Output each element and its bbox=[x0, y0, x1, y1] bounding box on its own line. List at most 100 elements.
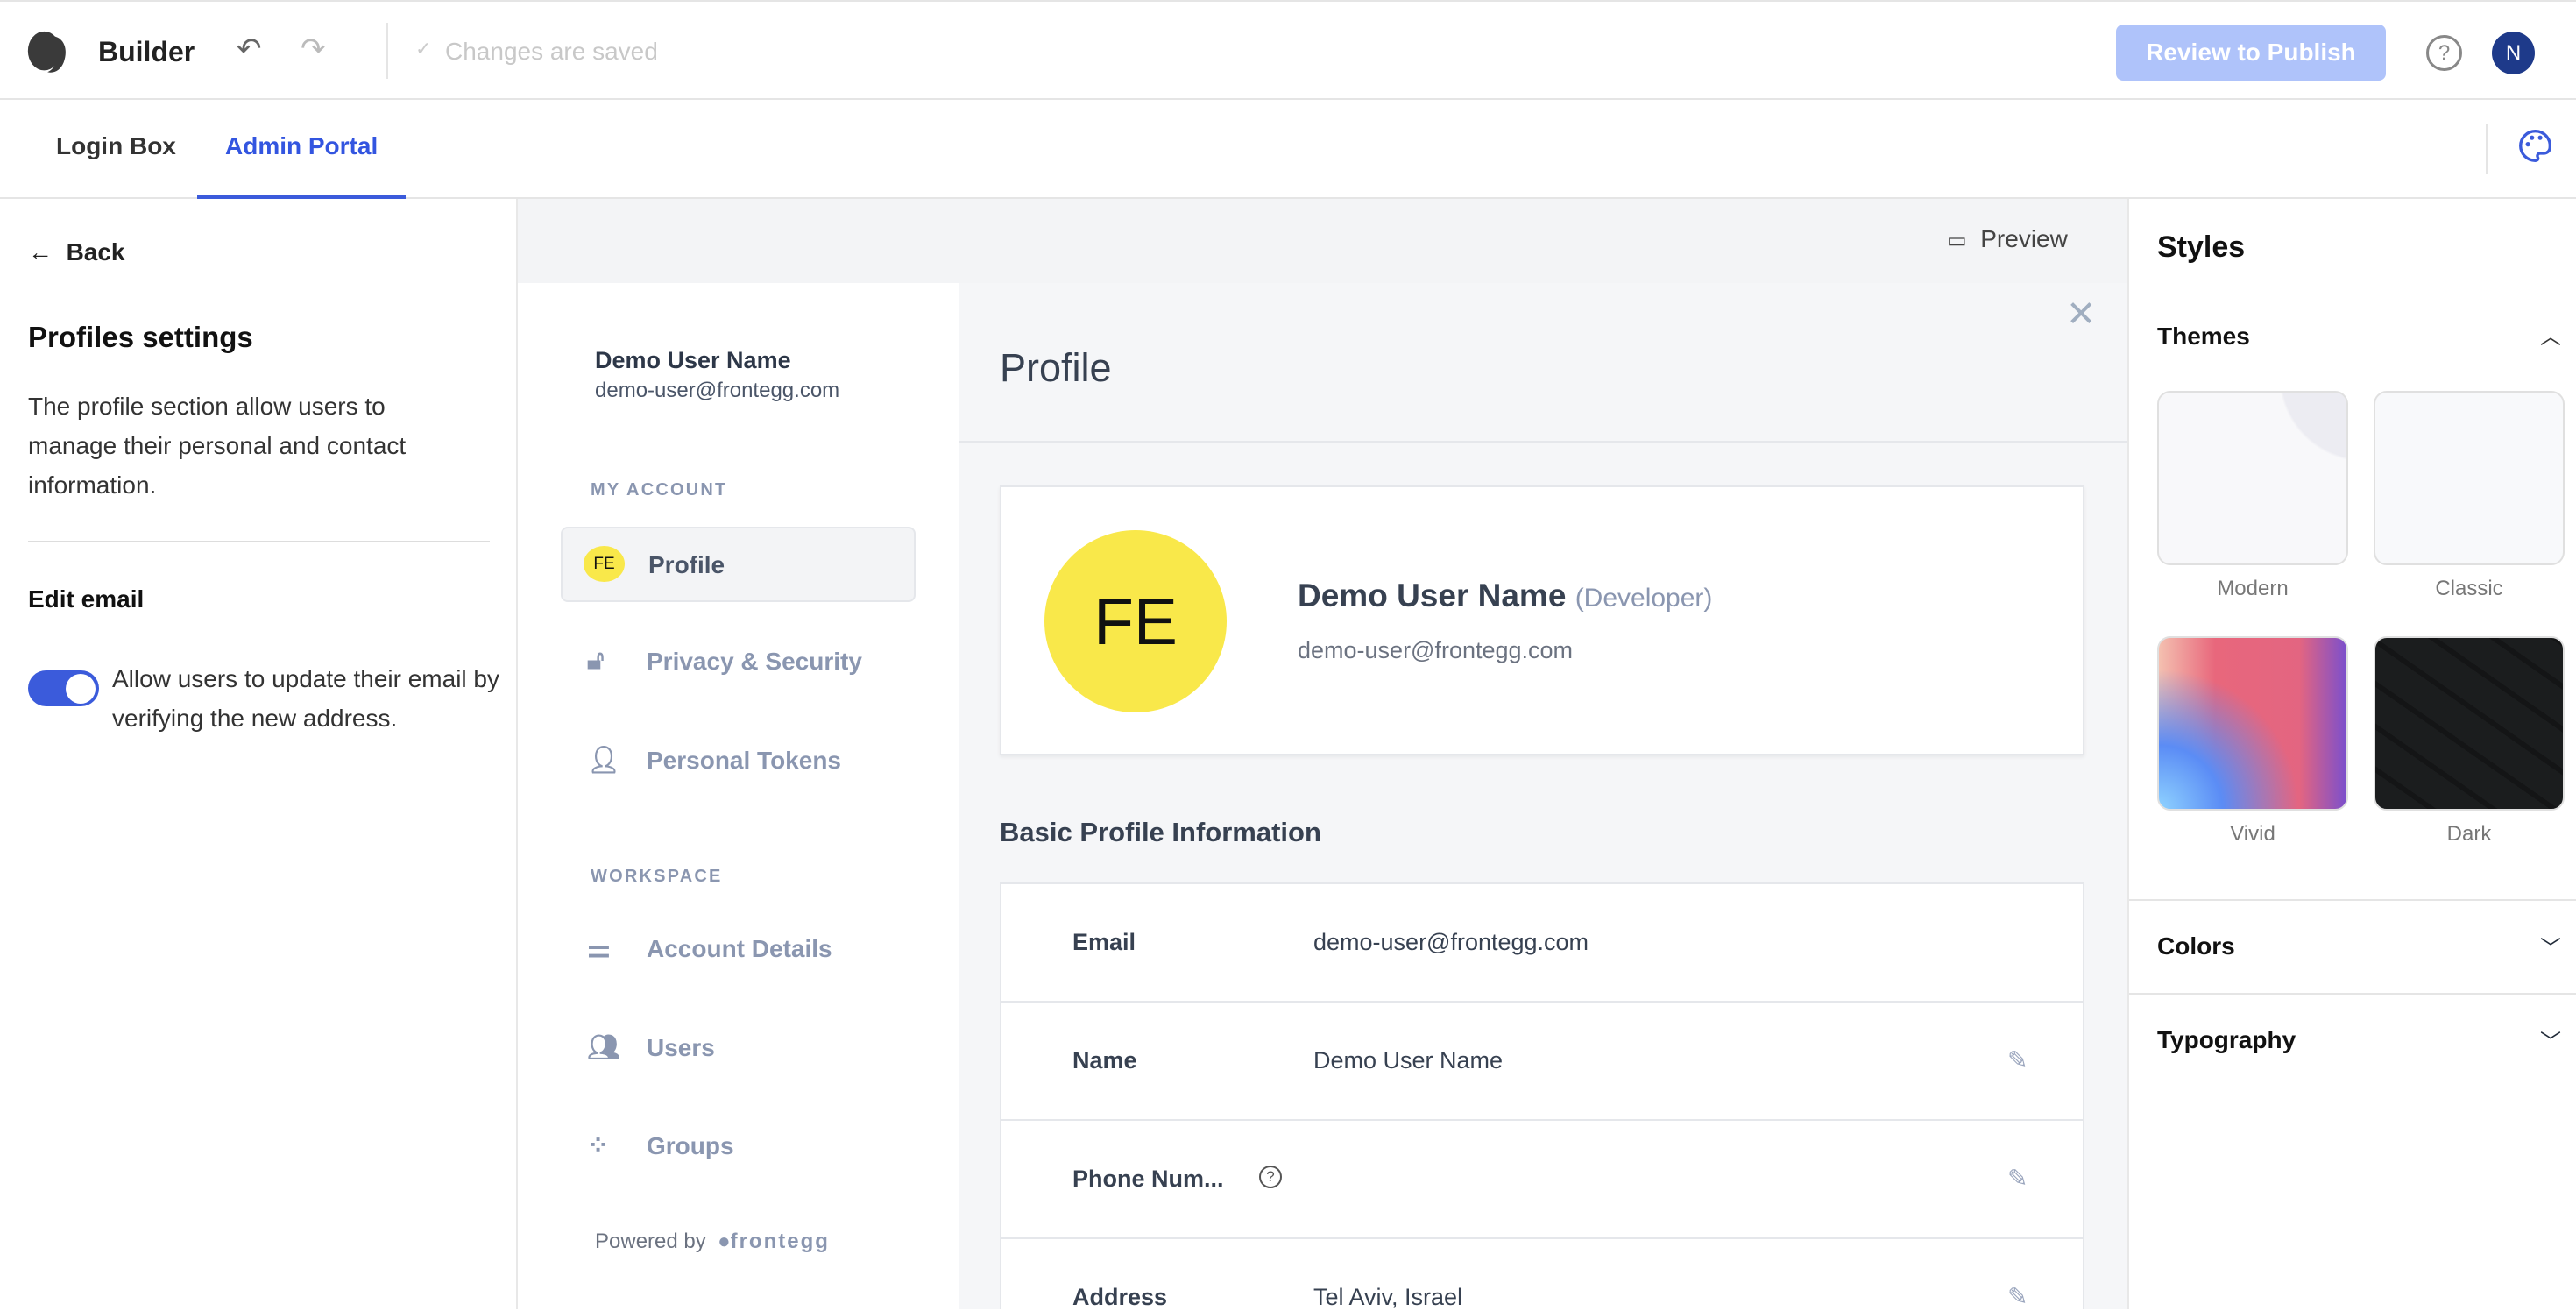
preview-area: ▭ Preview Demo User Name demo-user@front… bbox=[518, 199, 2127, 1311]
section-workspace: WORKSPACE bbox=[591, 867, 723, 886]
undo-icon[interactable]: ↶ bbox=[237, 32, 262, 66]
nav-label: Groups bbox=[647, 1132, 734, 1159]
typography-section[interactable]: Typography ﹀ bbox=[2129, 993, 2576, 1087]
nav-item-users[interactable]: 👥︎ Users bbox=[561, 1011, 916, 1087]
row-value: Demo User Name bbox=[1313, 1047, 1504, 1074]
check-circle-icon: ✓ bbox=[415, 38, 432, 60]
chevron-up-icon[interactable]: ︿ bbox=[2540, 325, 2561, 349]
theme-classic[interactable] bbox=[2374, 391, 2565, 565]
settings-panel: ← Back Profiles settings The profile sec… bbox=[0, 199, 518, 1309]
back-label: Back bbox=[66, 238, 125, 266]
table-row-email: Email demo-user@frontegg.com bbox=[1001, 884, 2083, 1003]
theme-label: Classic bbox=[2435, 577, 2503, 600]
panel-title: Profiles settings bbox=[28, 321, 253, 353]
powered-by-label: Powered by bbox=[595, 1230, 706, 1253]
divider bbox=[2486, 124, 2488, 174]
brand-name: frontegg bbox=[730, 1230, 830, 1253]
theme-modern[interactable] bbox=[2157, 391, 2348, 565]
table-row-address: Address Tel Aviv, Israel ✎ bbox=[1001, 1239, 2083, 1311]
profile-card: FE Demo User Name (Developer) demo-user@… bbox=[1000, 485, 2084, 755]
lock-icon: 🔓︎ bbox=[587, 646, 605, 675]
palette-icon[interactable] bbox=[2517, 128, 2553, 164]
row-label: Email bbox=[1072, 929, 1136, 955]
table-row-name: Name Demo User Name ✎ bbox=[1001, 1003, 2083, 1121]
theme-label: Vivid bbox=[2230, 822, 2275, 846]
basic-info-title: Basic Profile Information bbox=[1000, 817, 1321, 847]
close-icon[interactable]: ✕ bbox=[2066, 294, 2097, 334]
portal-navigation: Demo User Name demo-user@frontegg.com MY… bbox=[518, 283, 959, 1309]
devices-icon: ▭ bbox=[1947, 229, 1967, 252]
edit-email-toggle[interactable] bbox=[28, 670, 99, 706]
profile-name: Demo User Name (Developer) bbox=[1298, 578, 1712, 614]
profile-avatar: FE bbox=[1044, 530, 1227, 712]
row-label: Address bbox=[1072, 1284, 1168, 1310]
profile-role: (Developer) bbox=[1575, 584, 1713, 613]
help-icon[interactable]: ? bbox=[2426, 35, 2462, 71]
page-title: Profile bbox=[1000, 345, 1112, 390]
groups-icon: ⁘ bbox=[587, 1131, 610, 1160]
users-icon: 👥︎ bbox=[587, 1033, 621, 1062]
nav-item-account-details[interactable]: ⚌ Account Details bbox=[561, 912, 916, 988]
frontegg-logo-icon: ● bbox=[718, 1230, 731, 1253]
chevron-down-icon: ﹀ bbox=[2540, 1031, 2561, 1054]
toggle-label: Allow users to update their email by ver… bbox=[112, 665, 499, 732]
nav-item-privacy-security[interactable]: 🔓︎ Privacy & Security bbox=[561, 625, 916, 700]
preview-button[interactable]: ▭ Preview bbox=[1947, 225, 2068, 253]
nav-item-personal-tokens[interactable]: 👤︎ Personal Tokens bbox=[561, 724, 916, 799]
theme-dark[interactable] bbox=[2374, 636, 2565, 811]
styles-panel: Styles Themes ︿ Modern Classic Vivid Dar… bbox=[2127, 199, 2576, 1309]
themes-title[interactable]: Themes bbox=[2157, 322, 2250, 350]
colors-title: Colors bbox=[2157, 932, 2235, 960]
row-label: Phone Num... bbox=[1072, 1166, 1224, 1192]
panel-description: The profile section allow users to manag… bbox=[28, 393, 407, 499]
top-bar: Builder ↶ ↷ ✓ Changes are saved Review t… bbox=[0, 0, 2576, 100]
user-avatar[interactable]: N bbox=[2492, 32, 2535, 74]
colors-section[interactable]: Colors ﹀ bbox=[2129, 899, 2576, 993]
nav-item-groups[interactable]: ⁘ Groups bbox=[561, 1109, 916, 1185]
edit-icon[interactable]: ✎ bbox=[2007, 1283, 2028, 1310]
user-key-icon: 👤︎ bbox=[587, 746, 621, 775]
help-icon[interactable]: ? bbox=[1259, 1166, 1282, 1188]
nav-label: Account Details bbox=[647, 935, 832, 962]
styles-title: Styles bbox=[2157, 230, 2246, 264]
divider bbox=[959, 441, 2127, 443]
profile-email: demo-user@frontegg.com bbox=[1298, 637, 1574, 663]
profile-name-text: Demo User Name bbox=[1298, 578, 1567, 613]
edit-icon[interactable]: ✎ bbox=[2007, 1046, 2028, 1074]
chevron-down-icon: ﹀ bbox=[2540, 937, 2561, 960]
powered-by: Powered by ●frontegg bbox=[595, 1230, 830, 1254]
nav-label: Profile bbox=[648, 551, 725, 578]
row-value: demo-user@frontegg.com bbox=[1313, 929, 1589, 955]
preview-label: Preview bbox=[1980, 225, 2068, 252]
edit-email-title: Edit email bbox=[28, 585, 145, 613]
nav-label: Privacy & Security bbox=[647, 648, 862, 675]
tab-login-box[interactable]: Login Box bbox=[56, 132, 176, 159]
basic-info-table: Email demo-user@frontegg.com Name Demo Use… bbox=[1000, 882, 2084, 1311]
arrow-left-icon: ← bbox=[28, 238, 53, 266]
tab-admin-portal[interactable]: Admin Portal bbox=[197, 100, 407, 199]
review-to-publish-button[interactable]: Review to Publish bbox=[2116, 25, 2386, 81]
user-avatar-small: FE bbox=[584, 546, 625, 582]
app-title: Builder bbox=[98, 36, 195, 67]
sliders-icon: ⚌ bbox=[587, 934, 611, 963]
back-button[interactable]: ← Back bbox=[28, 238, 125, 266]
typography-title: Typography bbox=[2157, 1026, 2296, 1053]
edit-icon[interactable]: ✎ bbox=[2007, 1165, 2028, 1192]
profile-content: ✕ Profile FE Demo User Name (Developer) … bbox=[959, 283, 2127, 1311]
section-my-account: MY ACCOUNT bbox=[591, 480, 728, 500]
builder-logo-icon bbox=[27, 31, 66, 73]
nav-user-name: Demo User Name bbox=[595, 347, 791, 373]
row-label: Name bbox=[1072, 1047, 1137, 1074]
theme-label: Dark bbox=[2446, 822, 2492, 846]
nav-item-profile[interactable]: FE Profile bbox=[561, 527, 916, 602]
theme-label: Modern bbox=[2217, 577, 2289, 600]
divider bbox=[386, 23, 388, 79]
theme-vivid[interactable] bbox=[2157, 636, 2348, 811]
nav-user-email: demo-user@frontegg.com bbox=[595, 379, 840, 402]
redo-icon[interactable]: ↷ bbox=[301, 32, 326, 66]
saved-status: Changes are saved bbox=[445, 38, 658, 65]
row-value: Tel Aviv, Israel bbox=[1313, 1284, 1463, 1310]
nav-label: Personal Tokens bbox=[647, 747, 842, 774]
nav-label: Users bbox=[647, 1034, 715, 1061]
tab-bar: Login Box Admin Portal bbox=[0, 100, 2576, 199]
